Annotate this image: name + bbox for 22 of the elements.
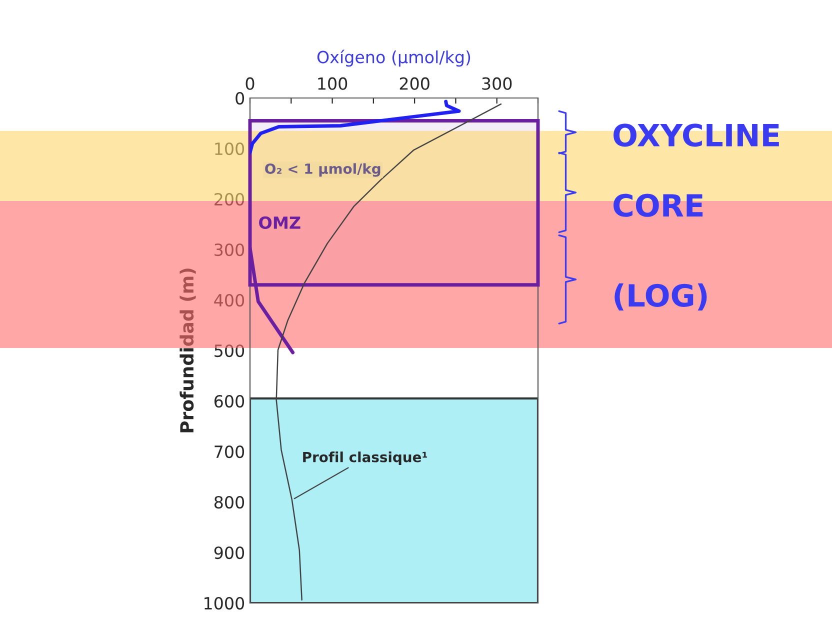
y-axis-title: Profundidad (m)	[180, 268, 196, 432]
x-tick-label: 300	[482, 77, 512, 90]
text: (LOG)	[614, 283, 707, 311]
x-tick-label: 0	[246, 77, 254, 90]
y-tick-label: 500	[214, 344, 244, 358]
annotation: O₂ < 1 µmol/kg	[265, 163, 380, 177]
y-tick-label: 100	[215, 142, 244, 156]
band-label: OMZ	[259, 216, 300, 229]
text: OXYCLINE	[614, 124, 779, 147]
x-tick-label: 100	[318, 77, 348, 90]
y-tick-label: 300	[214, 243, 244, 256]
annotation: Profil classique¹	[303, 452, 428, 465]
y-tick-label: 800	[214, 496, 244, 509]
y-tick-label: 900	[214, 546, 244, 560]
y-tick-label: 600	[214, 394, 244, 408]
text: CORE	[614, 194, 703, 217]
y-tick-label: 700	[214, 445, 244, 458]
y-tick-label: 1000	[204, 596, 244, 610]
y-tick-label: 0	[236, 92, 244, 105]
x-axis-title: Oxígeno (µmol/kg)	[317, 50, 470, 67]
y-tick-label: 400	[214, 294, 244, 307]
x-tick-label: 200	[400, 77, 430, 90]
